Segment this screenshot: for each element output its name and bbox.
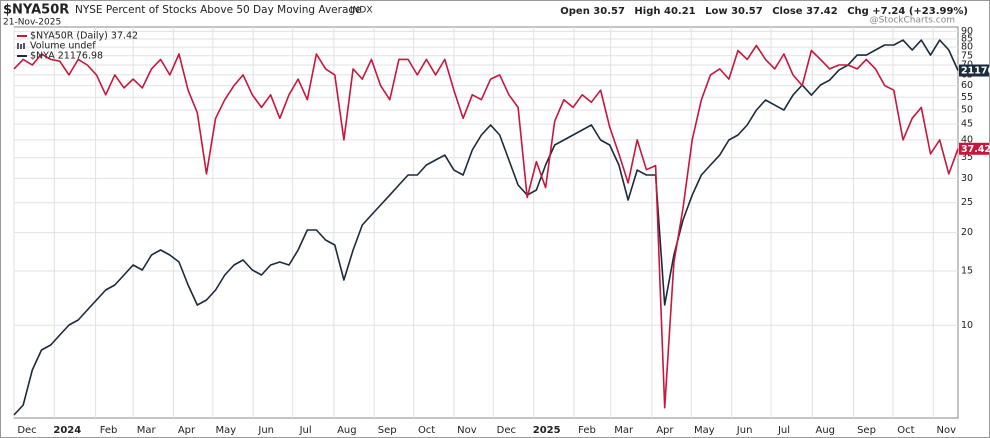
last-value-label: 37.42 [961,144,990,155]
stat-label: Chg [847,6,869,17]
stats: Open 30.57 High 40.21 Low 30.57 Close 37… [560,6,968,17]
stat-label: High [634,6,660,17]
legend-label: $NYA 21176.98 [30,51,103,62]
stat-value: 30.57 [593,6,625,17]
x-tick-label: May [216,425,237,436]
x-tick-label: Aug [816,425,836,436]
x-tick-label: Sep [857,425,876,436]
subtitle: NYSE Percent of Stocks Above 50 Day Movi… [75,4,362,16]
last-value-label: 21176 [961,66,990,77]
x-tick-label: Sep [378,425,397,436]
x-tick-label: Mar [614,425,634,436]
legend-volume-icon [23,43,25,49]
x-tick-label: Dec [497,425,516,436]
y-tick-label: 40 [961,134,973,145]
x-tick-label: Nov [457,425,477,436]
y-tick-label: 50 [961,105,973,116]
x-tick-label: 2024 [53,425,81,436]
x-tick-label: Oct [897,425,914,436]
stat-value: +7.24 (+23.99%) [872,6,968,17]
series-line [13,44,959,409]
y-tick-label: 25 [961,197,973,208]
y-tick-label: 85 [961,34,973,45]
y-tick-label: 45 [961,119,973,130]
stat-value: 40.21 [664,6,696,17]
stat-label: Open [560,6,590,17]
x-tick-label: May [694,425,715,436]
x-tick-label: Mar [137,425,157,436]
date: 21-Nov-2025 [3,18,61,28]
y-tick-label: 60 [961,80,973,91]
y-tick-label: 75 [961,50,973,61]
stat-label: Close [772,6,803,17]
plot-area [13,26,959,419]
x-tick-label: 2025 [533,425,561,436]
x-tick-label: Feb [100,425,118,436]
x-tick-label: Jun [736,425,753,436]
watermark: @StockCharts.com [870,16,955,26]
stat-label: Low [705,6,727,17]
series-line [13,39,959,416]
legend-label: $NYA50R (Daily) 37.42 [30,31,138,42]
x-tick-label: Dec [17,425,36,436]
last-value-box [959,142,989,155]
x-tick-label: Feb [578,425,596,436]
y-tick-label: 15 [961,266,973,277]
stat-value: 30.57 [731,6,763,17]
exchange: INDX [350,6,372,16]
y-tick-label: 30 [961,173,973,184]
x-tick-label: Apr [178,425,196,436]
x-tick-label: Nov [936,425,956,436]
last-value-box [959,64,989,77]
stat-value: 37.42 [806,6,838,17]
legend-volume-icon [20,44,22,49]
x-tick-label: Aug [337,425,357,436]
y-tick-label: 55 [961,92,973,103]
x-tick-label: Jul [777,425,790,436]
x-tick-label: Oct [418,425,435,436]
x-tick-label: Apr [656,425,674,436]
legend-volume-icon [17,43,19,49]
legend-label: Volume undef [30,41,96,52]
x-tick-label: Jul [299,425,312,436]
y-tick-label: 80 [961,42,973,53]
y-tick-label: 90 [961,26,973,37]
x-tick-label: Jun [257,425,274,436]
y-tick-label: 10 [961,320,973,331]
y-tick-label: 35 [961,152,973,163]
y-tick-label: 20 [961,227,973,238]
symbol: $NYA50R [3,3,69,18]
